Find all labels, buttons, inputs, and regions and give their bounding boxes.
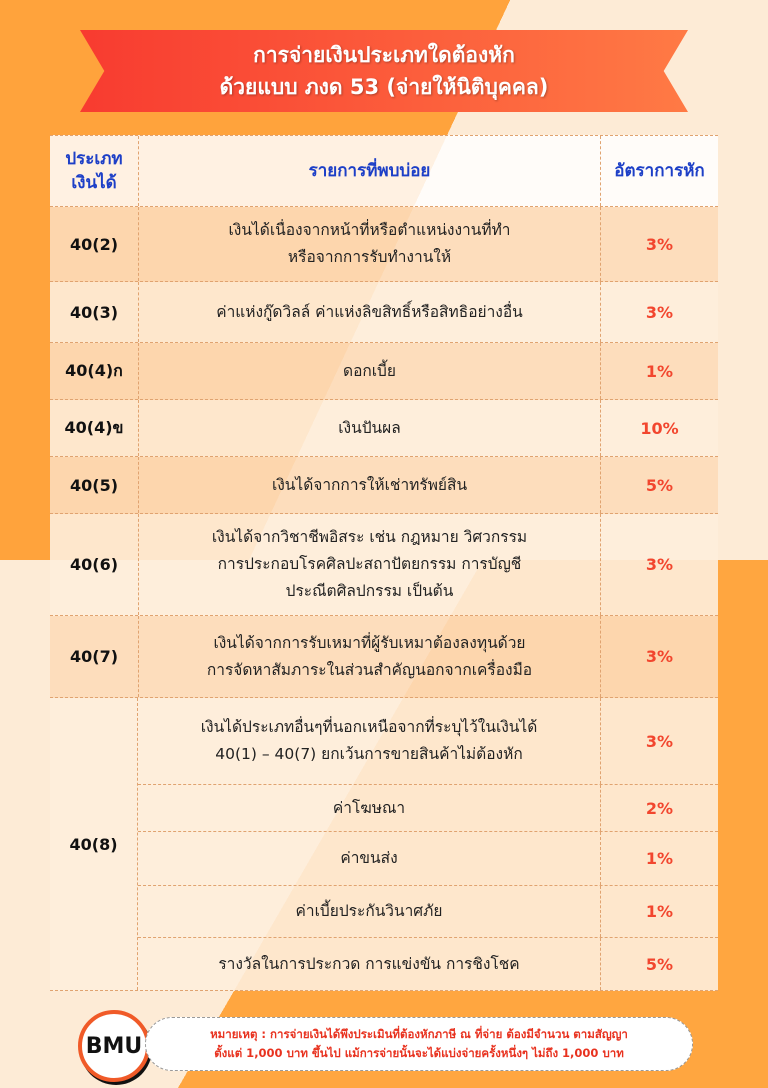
- withholding-table: ประเภท เงินได้ รายการที่พบบ่อย อัตราการห…: [50, 135, 718, 991]
- withholding-rate: 10%: [600, 400, 718, 456]
- sub-row: ค่าขนส่ง 1%: [138, 832, 718, 886]
- table-row: 40(3) ค่าแห่งกู๊ดวิลล์ ค่าแห่งลิขสิทธิ์ห…: [50, 282, 718, 343]
- sub-row: เงินได้ประเภทอื่นๆที่นอกเหนือจากที่ระบุไ…: [138, 698, 718, 785]
- sub-row: ค่าเบี้ยประกันวินาศภัย 1%: [138, 886, 718, 938]
- table-row: 40(7) เงินได้จากการรับเหมาที่ผู้รับเหมาต…: [50, 616, 718, 698]
- logo-text: BMU: [85, 1033, 143, 1059]
- income-type: 40(7): [69, 647, 119, 666]
- header-items: รายการที่พบบ่อย: [138, 136, 600, 206]
- table-row: 40(5) เงินได้จากการให้เช่าทรัพย์สิน 5%: [50, 457, 718, 514]
- footnote-line-1: หมายเหตุ : การจ่ายเงินได้พึงประเมินที่ต้…: [210, 1027, 628, 1041]
- title-line-1: การจ่ายเงินประเภทใดต้องหัก: [253, 43, 515, 67]
- sub-row: ค่าโฆษณา 2%: [138, 785, 718, 832]
- income-type: 40(4)ก: [65, 360, 123, 380]
- item-description: เงินได้จากการรับเหมาที่ผู้รับเหมาต้องลงท…: [138, 616, 600, 697]
- income-type: 40(3): [69, 302, 119, 322]
- withholding-rate: 3%: [600, 207, 718, 281]
- item-description: เงินได้ประเภทอื่นๆที่นอกเหนือจากที่ระบุไ…: [200, 718, 538, 763]
- withholding-rate: 1%: [600, 343, 718, 399]
- item-description: ค่าแห่งกู๊ดวิลล์ ค่าแห่งลิขสิทธิ์หรือสิท…: [138, 282, 600, 342]
- income-type: 40(6): [69, 555, 119, 574]
- withholding-rate: 3%: [600, 514, 718, 615]
- item-description: ค่าโฆษณา: [332, 798, 406, 817]
- withholding-rate: 1%: [600, 886, 718, 937]
- item-description: เงินได้เนื่องจากหน้าที่หรือตำแหน่งงานที่…: [138, 207, 600, 281]
- table-row: 40(2) เงินได้เนื่องจากหน้าที่หรือตำแหน่ง…: [50, 207, 718, 282]
- table-header: ประเภท เงินได้ รายการที่พบบ่อย อัตราการห…: [50, 135, 718, 207]
- item-description: เงินได้จากวิชาชีพอิสระ เช่น กฎหมาย วิศวก…: [138, 514, 600, 615]
- withholding-rate: 3%: [600, 616, 718, 697]
- sub-row: รางวัลในการประกวด การแข่งขัน การชิงโชค 5…: [138, 938, 718, 990]
- header-type: ประเภท เงินได้: [65, 149, 123, 193]
- footnote-line-2: ตั้งแต่ 1,000 บาท ขึ้นไป แม้การจ่ายนั้นจ…: [214, 1046, 624, 1060]
- withholding-rate: 3%: [600, 698, 718, 784]
- withholding-rate: 1%: [600, 832, 718, 885]
- item-description: เงินได้จากการให้เช่าทรัพย์สิน: [138, 457, 600, 513]
- income-type: 40(2): [69, 234, 119, 254]
- item-description: ค่าเบี้ยประกันวินาศภัย: [295, 902, 443, 920]
- title-line-2: ด้วยแบบ ภงด 53 (จ่ายให้นิติบุคคล): [219, 75, 549, 99]
- withholding-rate: 3%: [600, 282, 718, 342]
- withholding-rate: 5%: [600, 457, 718, 513]
- table-row: 40(4)ข เงินปันผล 10%: [50, 400, 718, 457]
- header-rate: อัตราการหัก: [600, 136, 718, 206]
- title-banner: การจ่ายเงินประเภทใดต้องหัก ด้วยแบบ ภงด 5…: [80, 30, 688, 112]
- table-row: 40(6) เงินได้จากวิชาชีพอิสระ เช่น กฎหมาย…: [50, 514, 718, 616]
- table-row: 40(4)ก ดอกเบี้ย 1%: [50, 343, 718, 400]
- bmu-logo: BMU: [78, 1010, 150, 1082]
- withholding-rate: 2%: [600, 785, 718, 831]
- withholding-rate: 5%: [600, 938, 718, 990]
- item-description: รางวัลในการประกวด การแข่งขัน การชิงโชค: [218, 954, 520, 973]
- income-type: 40(5): [69, 475, 119, 495]
- group-code: 40(8): [50, 698, 138, 990]
- group-40-8: 40(8) เงินได้ประเภทอื่นๆที่นอกเหนือจากที…: [50, 698, 718, 991]
- item-description: เงินปันผล: [138, 400, 600, 456]
- item-description: ดอกเบี้ย: [138, 343, 600, 399]
- item-description: ค่าขนส่ง: [340, 849, 398, 867]
- footnote: หมายเหตุ : การจ่ายเงินได้พึงประเมินที่ต้…: [145, 1017, 693, 1071]
- income-type: 40(4)ข: [64, 417, 124, 437]
